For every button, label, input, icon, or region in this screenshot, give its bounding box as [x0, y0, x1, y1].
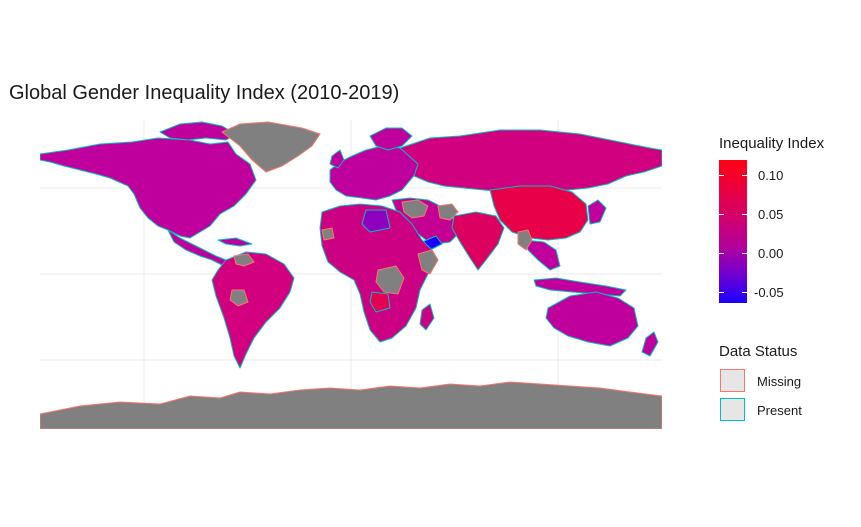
australia [545, 291, 639, 347]
colorbar-tick [719, 175, 724, 176]
somalia [417, 249, 439, 275]
western-sahara [321, 227, 335, 241]
fill-legend-title: Inequality Index [719, 135, 825, 152]
europe [329, 145, 421, 201]
colorbar-tick [719, 292, 724, 293]
colorbar-tick [742, 214, 747, 215]
venezuela [233, 253, 255, 267]
chart-title: Global Gender Inequality Index (2010-201… [9, 82, 400, 104]
russia [399, 129, 662, 195]
indonesia [533, 277, 627, 297]
colorbar-tick [742, 253, 747, 254]
world-map [40, 120, 662, 429]
colorbar-tick-label: 0.10 [758, 168, 784, 183]
antarctica [40, 381, 662, 429]
dr-congo [375, 265, 405, 295]
new-zealand [641, 331, 659, 357]
map-svg [40, 120, 662, 429]
colorbar-tick [719, 253, 724, 254]
madagascar [419, 303, 435, 331]
colorbar-tick [742, 175, 747, 176]
present-label: Present [757, 403, 802, 418]
central-america [167, 229, 233, 267]
iraq-syria [401, 199, 429, 219]
missing-key [720, 369, 745, 392]
inequality-colorbar [719, 160, 747, 303]
japan [587, 199, 607, 225]
myanmar [517, 229, 533, 251]
greenland [221, 121, 321, 173]
angola [369, 291, 391, 313]
south-asia [451, 211, 505, 271]
china [489, 185, 589, 241]
southeast-asia [523, 239, 561, 271]
united-kingdom [329, 149, 345, 169]
colorbar-tick [742, 292, 747, 293]
south-america [211, 251, 295, 369]
colorbar-tick-label: 0.00 [758, 246, 784, 261]
libya [361, 209, 391, 233]
status-legend-title: Data Status [719, 343, 798, 360]
present-key [720, 398, 745, 421]
caribbean [217, 237, 253, 247]
scandinavia [369, 127, 413, 151]
colorbar-tick-label: 0.05 [758, 207, 784, 222]
missing-label: Missing [757, 374, 802, 389]
colorbar-tick-label: -0.05 [754, 285, 784, 300]
colorbar-tick [719, 214, 724, 215]
bolivia [229, 289, 249, 307]
